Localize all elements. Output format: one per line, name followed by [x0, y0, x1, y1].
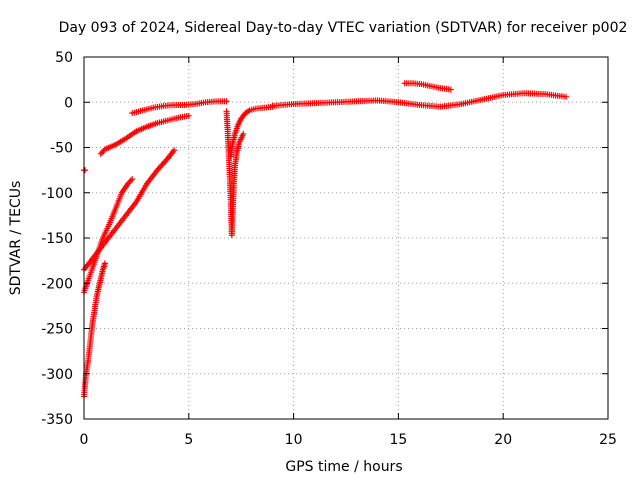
data-point — [245, 108, 252, 115]
data-point — [101, 260, 108, 267]
y-axis-label: SDTVAR / TECUs — [8, 181, 24, 296]
series-rise-to-zero — [97, 112, 192, 157]
data-point — [447, 86, 454, 93]
y-tick-label: -250 — [41, 322, 73, 338]
y-tick-labels: -350 -300 -250 -200 -150 -100 -50 0 50 — [41, 50, 73, 428]
data-point — [82, 167, 89, 174]
x-tick-label: 20 — [494, 432, 512, 448]
y-tick-label: -50 — [50, 141, 73, 157]
x-tick-label: 15 — [389, 432, 407, 448]
chart-title: Day 093 of 2024, Sidereal Day-to-day VTE… — [59, 20, 628, 36]
y-tick-label: 50 — [55, 50, 73, 66]
series-dip-7h — [223, 108, 247, 239]
x-tick-label: 25 — [599, 432, 617, 448]
data-point — [240, 130, 247, 137]
x-tick-label: 10 — [285, 432, 303, 448]
data-point — [129, 176, 136, 183]
series-near-zero-arc-1 — [129, 98, 230, 117]
data-point — [223, 98, 230, 105]
y-tick-label: -150 — [41, 231, 73, 247]
data-points — [81, 80, 570, 400]
x-axis-label: GPS time / hours — [285, 459, 402, 475]
series-mid-day — [269, 90, 570, 110]
data-point — [563, 93, 570, 100]
plot-frame — [83, 56, 609, 420]
y-tick-label: -200 — [41, 276, 73, 292]
x-tick-label: 0 — [80, 432, 89, 448]
y-tick-label: -100 — [41, 186, 73, 202]
series-diagonal-b — [81, 147, 178, 273]
series-steep-rise-1 — [81, 260, 108, 400]
x-tick-labels: 0 5 10 15 20 25 — [80, 432, 617, 448]
y-tick-label: -300 — [41, 367, 73, 383]
y-tick-label: -350 — [41, 412, 73, 428]
series-isolated-point — [81, 167, 89, 174]
y-tick-label: 0 — [64, 95, 73, 111]
data-point — [171, 147, 178, 154]
axis-ticks — [83, 56, 609, 420]
gridlines — [84, 57, 608, 419]
series-high-arc-15h — [401, 80, 454, 93]
series-recovery-7h — [227, 103, 276, 160]
x-tick-label: 5 — [184, 432, 193, 448]
data-point — [185, 112, 192, 119]
